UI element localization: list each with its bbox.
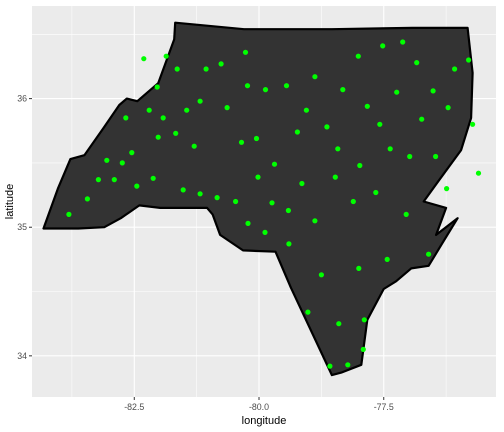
data-point	[336, 321, 342, 327]
data-point	[262, 87, 269, 93]
data-point	[146, 107, 152, 113]
data-point	[414, 60, 420, 66]
data-point	[134, 183, 140, 189]
data-point	[224, 105, 230, 111]
data-point	[119, 160, 125, 166]
data-point	[129, 150, 135, 156]
data-point	[197, 98, 203, 104]
data-point	[394, 89, 400, 95]
data-point	[283, 83, 290, 89]
data-point	[285, 207, 291, 214]
data-point	[444, 186, 450, 192]
data-point	[160, 115, 166, 121]
data-point	[238, 139, 245, 145]
x-tick-label: -77.5	[374, 402, 394, 412]
data-point	[327, 363, 333, 369]
data-point	[400, 39, 406, 45]
data-point	[191, 143, 197, 149]
data-point	[218, 61, 224, 67]
data-point	[174, 66, 180, 72]
data-point	[387, 146, 393, 152]
data-point	[452, 66, 458, 72]
data-point	[163, 53, 169, 59]
data-point	[357, 162, 363, 169]
axis-ticks: -82.5 -80.0 -77.5 34 35 36	[17, 94, 394, 412]
data-point	[373, 189, 379, 196]
data-point	[364, 103, 370, 109]
data-point	[305, 309, 311, 315]
data-point	[380, 43, 386, 49]
data-points	[66, 39, 482, 369]
data-point	[180, 187, 186, 193]
data-point	[419, 116, 425, 122]
data-point	[445, 105, 451, 111]
data-point	[111, 177, 117, 183]
data-point	[324, 124, 330, 130]
data-point	[269, 200, 275, 206]
data-point	[66, 211, 72, 217]
data-point	[141, 56, 147, 62]
data-point	[214, 195, 220, 201]
data-point	[104, 157, 110, 163]
y-tick-label: 34	[17, 351, 27, 361]
y-axis-title: latitude	[4, 184, 16, 219]
data-point	[155, 134, 161, 140]
data-point	[95, 177, 101, 183]
x-tick-label: -80.0	[249, 402, 269, 412]
data-point	[84, 196, 90, 202]
data-point	[303, 107, 309, 113]
data-point	[123, 115, 129, 121]
data-point	[433, 153, 439, 160]
data-point	[184, 107, 190, 113]
data-point	[360, 346, 366, 352]
data-point	[294, 129, 300, 135]
data-point	[286, 241, 292, 247]
data-point	[335, 146, 341, 152]
data-point	[430, 88, 436, 94]
data-point	[203, 66, 209, 72]
data-point	[262, 229, 268, 235]
y-tick-label: 35	[17, 222, 27, 232]
data-point	[340, 87, 346, 93]
data-point	[426, 251, 432, 257]
data-point	[377, 121, 383, 127]
data-point	[150, 175, 156, 181]
data-point	[312, 218, 318, 224]
data-point	[197, 191, 203, 197]
data-point	[233, 198, 239, 205]
data-point	[350, 198, 356, 205]
data-point	[345, 362, 351, 368]
data-point	[245, 220, 251, 226]
data-point	[384, 256, 390, 262]
data-point	[242, 49, 249, 55]
data-point	[361, 317, 367, 323]
data-point	[356, 265, 362, 271]
data-point	[407, 153, 413, 160]
data-point	[332, 174, 338, 180]
x-axis-title: longitude	[242, 415, 287, 427]
data-point	[255, 174, 261, 180]
x-tick-label: -82.5	[124, 402, 144, 412]
data-point	[355, 53, 361, 59]
data-point	[299, 180, 305, 187]
data-point	[475, 170, 482, 176]
data-point	[154, 84, 160, 90]
y-tick-label: 36	[17, 94, 27, 104]
data-point	[173, 130, 179, 136]
data-point	[312, 74, 318, 80]
data-point	[253, 135, 260, 142]
data-point	[318, 272, 324, 278]
data-point	[403, 211, 409, 217]
data-point	[466, 57, 472, 63]
data-point	[271, 161, 278, 167]
data-point	[470, 121, 476, 127]
data-point	[244, 83, 251, 89]
